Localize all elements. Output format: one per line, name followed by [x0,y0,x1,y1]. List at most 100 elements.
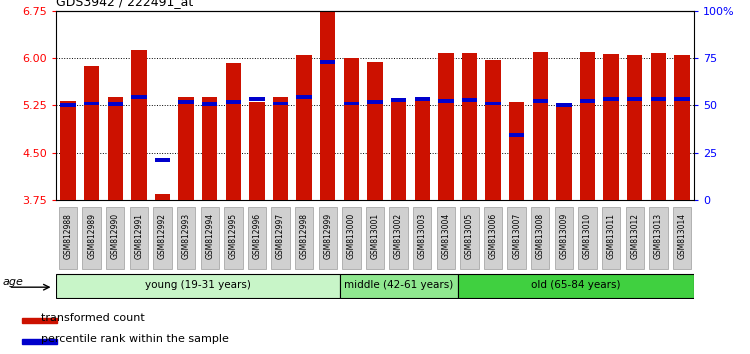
Bar [485,102,501,105]
Text: GSM812989: GSM812989 [87,213,96,259]
Bar [22,339,58,344]
Text: GSM813004: GSM813004 [441,213,450,259]
Text: GSM813005: GSM813005 [465,213,474,259]
FancyBboxPatch shape [153,207,172,269]
Text: GSM813001: GSM813001 [370,213,380,259]
Bar [604,53,619,200]
FancyBboxPatch shape [626,207,644,269]
Bar [178,100,194,104]
Text: GSM813008: GSM813008 [536,213,544,259]
Text: percentile rank within the sample: percentile rank within the sample [40,333,229,344]
Bar [320,11,335,200]
FancyBboxPatch shape [106,207,124,269]
Bar [84,102,99,105]
Bar [344,58,359,200]
Bar [273,97,288,200]
FancyBboxPatch shape [340,274,458,298]
Bar [462,53,477,200]
FancyBboxPatch shape [436,207,455,269]
Bar [296,95,312,99]
Bar [509,133,524,137]
Bar [368,62,382,200]
Bar [296,56,312,200]
FancyBboxPatch shape [295,207,314,269]
Text: age: age [3,276,24,286]
FancyBboxPatch shape [177,207,195,269]
Bar [273,102,288,105]
Bar [154,194,170,200]
Bar [627,55,643,200]
Bar [462,98,477,102]
Bar [131,50,146,200]
Bar [485,60,501,200]
FancyBboxPatch shape [248,207,266,269]
Bar [61,103,76,107]
Text: GSM813009: GSM813009 [560,213,568,259]
Bar [368,100,382,104]
Bar [556,103,572,107]
Text: GSM812992: GSM812992 [158,213,167,259]
FancyBboxPatch shape [649,207,668,269]
FancyBboxPatch shape [272,207,290,269]
Text: GSM812995: GSM812995 [229,213,238,259]
Text: GSM813013: GSM813013 [654,213,663,259]
Text: GSM812994: GSM812994 [206,213,214,259]
FancyBboxPatch shape [200,207,219,269]
Bar [651,97,666,101]
FancyBboxPatch shape [673,207,692,269]
FancyBboxPatch shape [458,274,694,298]
Bar [415,97,430,200]
Bar [344,102,359,105]
Text: GSM812996: GSM812996 [253,213,262,259]
Bar [532,99,548,103]
Bar [249,102,265,200]
FancyBboxPatch shape [224,207,242,269]
Bar [509,102,524,200]
Text: old (65-84 years): old (65-84 years) [531,280,620,290]
Text: GSM812993: GSM812993 [182,213,190,259]
Bar [674,55,689,200]
Bar [226,100,241,104]
Text: GSM813011: GSM813011 [607,213,616,259]
Bar [202,102,217,106]
Text: GSM812999: GSM812999 [323,213,332,259]
Bar [580,52,596,200]
FancyBboxPatch shape [531,207,550,269]
Text: GSM812997: GSM812997 [276,213,285,259]
Text: GSM813002: GSM813002 [394,213,403,259]
FancyBboxPatch shape [484,207,502,269]
Text: transformed count: transformed count [40,313,144,323]
Bar [415,97,430,101]
Bar [391,98,406,102]
Bar [391,98,406,200]
Bar [556,105,572,200]
Text: GSM813014: GSM813014 [677,213,686,259]
Text: GDS3942 / 222491_at: GDS3942 / 222491_at [56,0,194,8]
Text: young (19-31 years): young (19-31 years) [145,280,250,290]
FancyBboxPatch shape [342,207,361,269]
Text: GSM812991: GSM812991 [134,213,143,259]
FancyBboxPatch shape [82,207,100,269]
Text: GSM812990: GSM812990 [111,213,120,259]
Bar [226,63,241,200]
Bar [651,53,666,200]
Bar [154,158,170,162]
FancyBboxPatch shape [578,207,597,269]
Text: GSM813007: GSM813007 [512,213,521,259]
Bar [107,102,123,106]
FancyBboxPatch shape [58,207,77,269]
Bar [178,97,194,200]
Bar [320,61,335,64]
FancyBboxPatch shape [366,207,384,269]
Text: GSM813003: GSM813003 [418,213,427,259]
FancyBboxPatch shape [319,207,337,269]
FancyBboxPatch shape [389,207,408,269]
Text: GSM813006: GSM813006 [488,213,497,259]
Text: GSM812998: GSM812998 [300,213,309,259]
Text: GSM813010: GSM813010 [583,213,592,259]
FancyBboxPatch shape [508,207,526,269]
Bar [22,318,58,323]
FancyBboxPatch shape [555,207,573,269]
Bar [131,95,146,99]
Text: middle (42-61 years): middle (42-61 years) [344,280,453,290]
